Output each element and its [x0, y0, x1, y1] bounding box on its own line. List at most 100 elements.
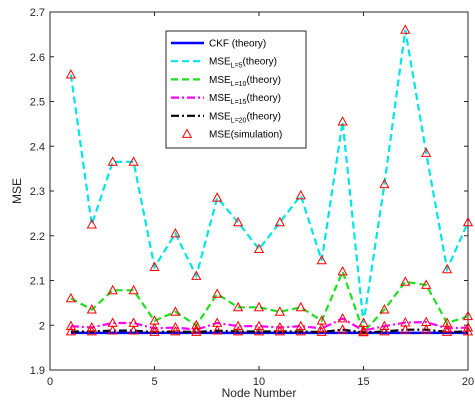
simulation-point	[337, 324, 348, 334]
simulation-point	[316, 322, 327, 333]
simulation-point	[358, 326, 369, 337]
simulation-point	[149, 326, 160, 336]
simulation-point	[379, 304, 390, 314]
simulation-point	[295, 325, 306, 336]
legend-box	[165, 30, 307, 149]
simulation-point	[421, 324, 432, 334]
x-tick-label: 10	[253, 376, 265, 388]
simulation-point	[170, 321, 181, 332]
simulation-point	[441, 263, 453, 274]
legend-label-5: MSE(simulation)	[209, 130, 282, 141]
simulation-point	[316, 254, 327, 265]
series-line-4	[70, 328, 469, 334]
simulation-point	[337, 312, 348, 323]
y-tick-label: 2.4	[30, 141, 45, 153]
simulation-point	[295, 320, 306, 331]
simulation-point	[65, 320, 77, 331]
simulation-point	[86, 325, 97, 336]
simulation-point	[295, 301, 306, 312]
simulation-point	[462, 325, 474, 336]
simulation-point	[212, 192, 223, 202]
simulation-point	[86, 304, 97, 314]
simulation-point	[191, 270, 202, 280]
simulation-point	[421, 279, 432, 289]
simulation-point	[379, 325, 390, 336]
simulation-point	[107, 284, 118, 295]
simulation-point	[295, 189, 306, 200]
y-tick-label: 2.7	[30, 7, 45, 19]
simulation-point	[358, 325, 369, 335]
axis-ticks: 0 5 10 15 20 1.9 2 2.1 2.2 2.3 2.4 2.5 2.6 2.7	[30, 7, 474, 388]
y-tick-label: 2.5	[30, 97, 45, 109]
simulation-point	[191, 319, 202, 330]
y-tick-label: 2.2	[30, 231, 45, 243]
simulation-point	[441, 317, 453, 327]
simulation-point	[212, 288, 223, 298]
series-line-2	[70, 268, 469, 335]
series-line-1	[69, 29, 470, 324]
simulation-point	[253, 325, 265, 336]
simulation-point	[462, 321, 474, 332]
x-tick-label: 0	[47, 376, 53, 388]
legend-label-1: MSEL=5(theory)	[209, 57, 277, 70]
simulation-point	[274, 216, 286, 227]
simulation-point	[149, 261, 160, 271]
simulation-point	[65, 292, 77, 303]
x-tick-label: 20	[462, 376, 474, 388]
simulation-point	[421, 147, 432, 157]
simulation-point	[232, 320, 244, 331]
simulation-point	[337, 266, 348, 276]
simulation-point	[379, 178, 390, 189]
simulation-point	[128, 284, 139, 295]
simulation-point	[107, 156, 118, 166]
simulation-point	[462, 310, 474, 321]
legend-swatch-marker	[181, 128, 193, 138]
simulation-point	[128, 325, 139, 335]
simulation-point	[274, 325, 286, 336]
y-tick-label: 2.6	[30, 52, 45, 64]
simulation-point	[232, 216, 244, 227]
y-tick-label: 2	[39, 320, 45, 332]
simulation-point	[86, 321, 97, 332]
simulation-point	[462, 216, 474, 227]
simulation-point	[253, 301, 265, 312]
legend-label-0: CKF (theory)	[209, 39, 266, 50]
legend-label-3: MSEL=15(theory)	[209, 93, 281, 106]
simulation-point	[253, 320, 265, 331]
simulation-point	[441, 326, 453, 336]
y-tick-label: 1.9	[30, 365, 45, 377]
legend-label-2: MSEL=10(theory)	[209, 75, 281, 88]
y-tick-label: 2.1	[30, 276, 45, 288]
simulation-point	[441, 322, 453, 333]
simulation-point	[191, 324, 202, 334]
simulation-point	[400, 324, 411, 334]
x-tick-label: 15	[357, 376, 369, 388]
simulation-point	[86, 219, 97, 229]
simulation-point	[128, 156, 139, 166]
legend-label-4: MSEL=20(theory)	[209, 111, 281, 124]
y-axis-label: MSE	[10, 178, 24, 204]
x-axis-label: Node Number	[222, 386, 297, 400]
simulation-point	[107, 325, 118, 335]
simulation-point	[337, 116, 348, 126]
simulation-point	[316, 326, 327, 336]
simulation-point	[65, 325, 77, 336]
simulation-point	[170, 227, 181, 238]
simulation-point	[149, 322, 160, 333]
y-tick-label: 2.3	[30, 186, 45, 198]
simulation-point	[65, 69, 77, 79]
simulation-point	[274, 321, 286, 332]
simulation-point	[170, 306, 181, 316]
simulation-point	[253, 243, 265, 254]
simulation-point	[232, 325, 244, 336]
simulation-point	[191, 326, 202, 336]
simulation-point	[379, 320, 390, 331]
x-tick-label: 5	[151, 376, 157, 388]
legend: CKF (theory) MSEL=5(theory) MSEL=10(theory…	[165, 30, 307, 149]
simulation-point	[274, 306, 286, 316]
simulation-point	[170, 325, 181, 336]
simulation-point	[232, 301, 244, 312]
simulation-markers	[65, 24, 474, 337]
simulation-point	[212, 325, 223, 335]
